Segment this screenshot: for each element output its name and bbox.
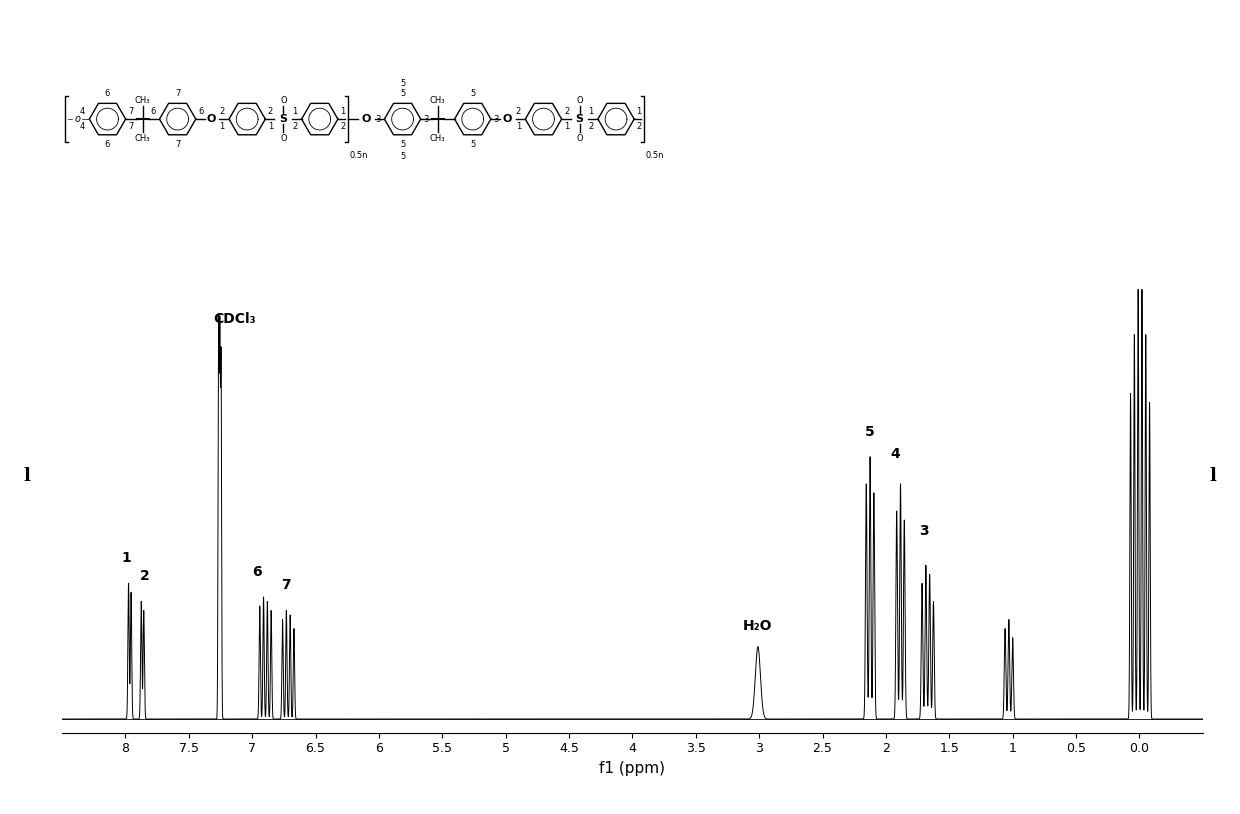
Text: 4: 4	[79, 122, 86, 131]
Text: 4: 4	[890, 447, 900, 462]
Text: 6: 6	[105, 89, 110, 98]
Text: 3: 3	[919, 524, 929, 538]
Text: 5: 5	[864, 425, 874, 439]
Text: l: l	[1209, 467, 1216, 485]
Text: 2: 2	[219, 107, 224, 116]
Text: CH₃: CH₃	[430, 96, 445, 105]
Text: 1: 1	[589, 107, 594, 116]
Text: 1: 1	[268, 122, 273, 131]
Text: 7: 7	[175, 140, 180, 149]
Text: 0.5n: 0.5n	[350, 151, 368, 160]
Text: S: S	[279, 114, 288, 124]
Text: CH₃: CH₃	[135, 96, 150, 105]
Text: O: O	[280, 133, 286, 142]
X-axis label: f1 (ppm): f1 (ppm)	[599, 761, 666, 776]
Text: 2: 2	[636, 122, 642, 131]
Text: 1: 1	[219, 122, 224, 131]
Text: O: O	[362, 114, 371, 124]
Text: CH₃: CH₃	[135, 133, 150, 142]
Text: O: O	[577, 133, 583, 142]
Text: CH₃: CH₃	[430, 133, 445, 142]
Text: 4: 4	[79, 107, 86, 116]
Text: 5: 5	[401, 140, 405, 149]
Text: 5: 5	[401, 89, 405, 98]
Text: 3: 3	[374, 115, 381, 124]
Text: 2: 2	[340, 122, 346, 131]
Text: 6: 6	[198, 107, 203, 116]
Text: 2: 2	[268, 107, 273, 116]
Text: 6: 6	[150, 107, 155, 116]
Text: 0.5n: 0.5n	[646, 151, 665, 160]
Text: 5: 5	[470, 140, 475, 149]
Text: 7: 7	[128, 107, 134, 116]
Text: O: O	[577, 95, 583, 104]
Text: 1: 1	[516, 122, 521, 131]
Text: O: O	[502, 114, 512, 124]
Text: 5: 5	[401, 79, 405, 88]
Text: O: O	[280, 95, 286, 104]
Text: 6: 6	[105, 140, 110, 149]
Text: 2: 2	[564, 107, 569, 116]
Text: CDCl₃: CDCl₃	[213, 312, 255, 326]
Text: 2: 2	[516, 107, 521, 116]
Text: l: l	[24, 467, 31, 485]
Text: 7: 7	[175, 89, 180, 98]
Text: 7: 7	[128, 122, 134, 131]
Text: 1: 1	[340, 107, 346, 116]
Text: 3: 3	[494, 115, 498, 124]
Text: 2: 2	[140, 569, 149, 584]
Text: O: O	[206, 114, 216, 124]
Text: 6: 6	[253, 565, 262, 579]
Text: S: S	[575, 114, 584, 124]
Text: 1: 1	[122, 551, 131, 565]
Text: 1: 1	[564, 122, 569, 131]
Text: 3: 3	[423, 115, 429, 124]
Text: 5: 5	[470, 89, 475, 98]
Text: H₂O: H₂O	[743, 619, 773, 633]
Text: 1: 1	[636, 107, 642, 116]
Text: 1: 1	[293, 107, 298, 116]
Text: 2: 2	[589, 122, 594, 131]
Text: 7: 7	[281, 579, 291, 593]
Text: 2: 2	[293, 122, 298, 131]
Text: o: o	[74, 114, 81, 124]
Text: 5: 5	[401, 152, 405, 161]
